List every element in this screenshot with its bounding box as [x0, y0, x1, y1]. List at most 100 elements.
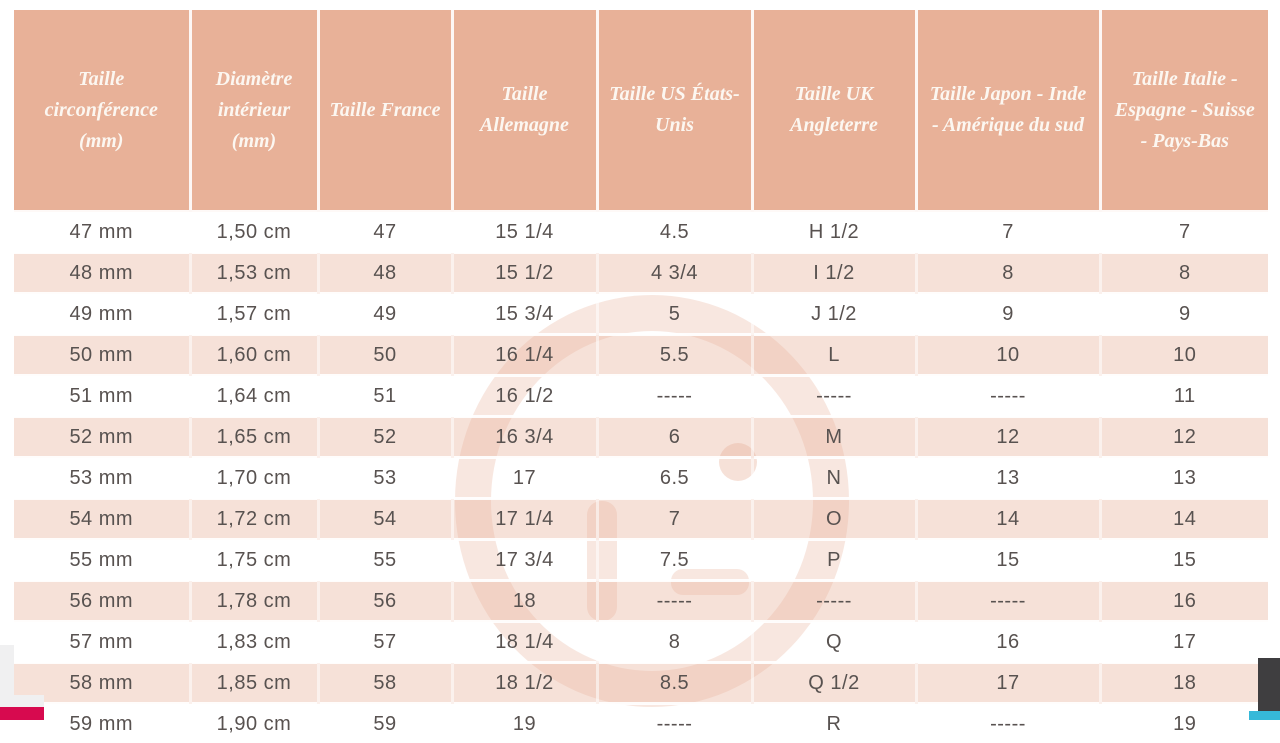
- table-cell: L: [752, 335, 916, 376]
- table-cell: 59: [318, 704, 452, 743]
- table-cell: 6: [597, 417, 752, 458]
- table-cell: 15 1/2: [452, 253, 597, 294]
- table-cell: 4 3/4: [597, 253, 752, 294]
- table-cell: 1,60 cm: [190, 335, 318, 376]
- column-header-2: Taille France: [318, 10, 452, 212]
- table-cell: 8: [916, 253, 1100, 294]
- table-cell: 19: [1100, 704, 1268, 743]
- table-cell: 8: [1100, 253, 1268, 294]
- table-cell: 1,50 cm: [190, 212, 318, 253]
- table-cell: -----: [597, 704, 752, 743]
- table-cell: 1,65 cm: [190, 417, 318, 458]
- table-cell: 57 mm: [14, 622, 190, 663]
- table-cell: 5: [597, 294, 752, 335]
- table-cell: -----: [597, 376, 752, 417]
- table-cell: 17: [452, 458, 597, 499]
- table-cell: 18: [1100, 663, 1268, 704]
- table-cell: 9: [1100, 294, 1268, 335]
- table-cell: 7: [597, 499, 752, 540]
- table-cell: 17: [916, 663, 1100, 704]
- table-cell: 58: [318, 663, 452, 704]
- cut-off-teal-button[interactable]: [1249, 711, 1280, 720]
- table-cell: J 1/2: [752, 294, 916, 335]
- table-cell: 48 mm: [14, 253, 190, 294]
- table-cell: 1,70 cm: [190, 458, 318, 499]
- column-header-1: Diamètre intérieur (mm): [190, 10, 318, 212]
- table-cell: 11: [1100, 376, 1268, 417]
- table-cell: 16 1/2: [452, 376, 597, 417]
- table-cell: I 1/2: [752, 253, 916, 294]
- table-cell: 15: [1100, 540, 1268, 581]
- table-cell: 49 mm: [14, 294, 190, 335]
- table-cell: 1,64 cm: [190, 376, 318, 417]
- table-cell: P: [752, 540, 916, 581]
- table-cell: 16 1/4: [452, 335, 597, 376]
- column-header-7: Taille Italie - Espagne - Suisse - Pays-…: [1100, 10, 1268, 212]
- table-cell: 16: [1100, 581, 1268, 622]
- table-header-row: Taille circonférence (mm)Diamètre intéri…: [14, 10, 1268, 212]
- table-cell: 8.5: [597, 663, 752, 704]
- table-cell: 1,78 cm: [190, 581, 318, 622]
- table-cell: 18 1/4: [452, 622, 597, 663]
- table-cell: 57: [318, 622, 452, 663]
- table-cell: R: [752, 704, 916, 743]
- column-header-4: Taille US États-Unis: [597, 10, 752, 212]
- table-cell: 14: [1100, 499, 1268, 540]
- table-cell: 1,72 cm: [190, 499, 318, 540]
- table-cell: M: [752, 417, 916, 458]
- column-header-3: Taille Allemagne: [452, 10, 597, 212]
- column-header-0: Taille circonférence (mm): [14, 10, 190, 212]
- table-cell: 12: [916, 417, 1100, 458]
- table-cell: 50: [318, 335, 452, 376]
- ring-size-table: Taille circonférence (mm)Diamètre intéri…: [14, 10, 1268, 743]
- table-cell: H 1/2: [752, 212, 916, 253]
- table-cell: 1,75 cm: [190, 540, 318, 581]
- table-cell: 54 mm: [14, 499, 190, 540]
- table-cell: 19: [452, 704, 597, 743]
- table-cell: 18 1/2: [452, 663, 597, 704]
- table-cell: Q: [752, 622, 916, 663]
- table-cell: -----: [916, 704, 1100, 743]
- table-cell: 17: [1100, 622, 1268, 663]
- table-cell: 4.5: [597, 212, 752, 253]
- table-cell: 1,85 cm: [190, 663, 318, 704]
- table-cell: 48: [318, 253, 452, 294]
- table-cell: 8: [597, 622, 752, 663]
- table-cell: 7.5: [597, 540, 752, 581]
- table-cell: -----: [752, 376, 916, 417]
- table-cell: 53: [318, 458, 452, 499]
- table-cell: 10: [1100, 335, 1268, 376]
- column-header-5: Taille UK Angleterre: [752, 10, 916, 212]
- table-cell: 52 mm: [14, 417, 190, 458]
- table-header: Taille circonférence (mm)Diamètre intéri…: [14, 10, 1268, 212]
- table-cell: -----: [916, 581, 1100, 622]
- column-header-6: Taille Japon - Inde - Amérique du sud: [916, 10, 1100, 212]
- table-cell: 7: [1100, 212, 1268, 253]
- table-cell: 17 1/4: [452, 499, 597, 540]
- table-cell: 15 3/4: [452, 294, 597, 335]
- table-cell: 10: [916, 335, 1100, 376]
- table-cell: 16: [916, 622, 1100, 663]
- table-cell: 15 1/4: [452, 212, 597, 253]
- cut-off-pink-button[interactable]: [0, 707, 44, 720]
- table-cell: 1,90 cm: [190, 704, 318, 743]
- table-cell: 18: [452, 581, 597, 622]
- table-cell: 55 mm: [14, 540, 190, 581]
- table-cell: 50 mm: [14, 335, 190, 376]
- table-cell: -----: [752, 581, 916, 622]
- table-cell: 12: [1100, 417, 1268, 458]
- table-cell: 55: [318, 540, 452, 581]
- table-cell: 54: [318, 499, 452, 540]
- table-cell: 56: [318, 581, 452, 622]
- table-cell: 51 mm: [14, 376, 190, 417]
- table-cell: 47: [318, 212, 452, 253]
- table-cell: 15: [916, 540, 1100, 581]
